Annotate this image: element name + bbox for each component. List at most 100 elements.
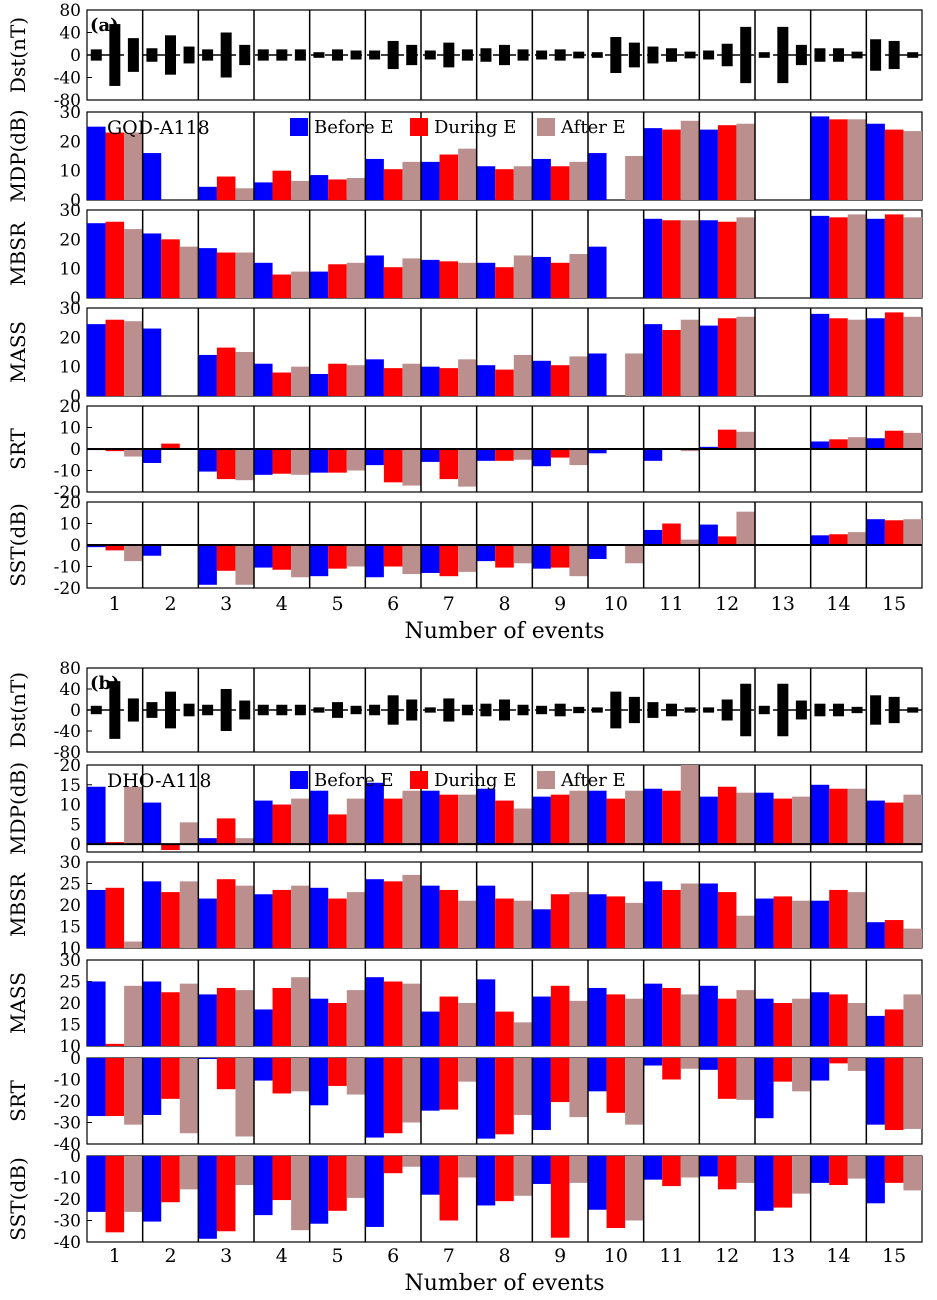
figa-xtick-label: 9 xyxy=(554,593,566,615)
figb-srt-bar-before xyxy=(142,1058,162,1115)
figb-mass-bar-during xyxy=(495,1011,514,1046)
figb-mdpdb-bar-after xyxy=(680,765,700,845)
figb-mass-tick-label: 20 xyxy=(59,994,81,1014)
figb-srt-bar-before xyxy=(476,1058,496,1139)
figa-srt-bar-before xyxy=(365,449,384,466)
figb-mass-tick-label: 10 xyxy=(59,1037,81,1057)
figb-mdpdb-bar-after xyxy=(569,790,588,845)
figb-mdpdb-bar-after xyxy=(179,822,199,845)
figa-srt-bar-during xyxy=(161,443,180,449)
figa-dst-tick-label: -80 xyxy=(54,91,81,111)
figb-mdpdb-tick-label: 0 xyxy=(70,835,81,855)
figa-mdpdb-bar-before xyxy=(866,123,885,200)
figb-mass-bar-during xyxy=(773,1003,793,1046)
figb-dst-bar xyxy=(870,695,882,725)
figa-dst-bar xyxy=(851,51,863,59)
figa-mbsr-bar-during xyxy=(383,267,403,298)
figb-xtick-label: 4 xyxy=(276,1245,288,1267)
figb-dst-bar xyxy=(777,683,789,737)
figa-mass-bar-before xyxy=(87,324,106,396)
figb-mdpdb-bar-during xyxy=(606,798,626,845)
figa-mdpdb-bar-before xyxy=(254,182,273,200)
figb-sstdb-tick-label: -20 xyxy=(54,1190,81,1210)
figa-dst-bar xyxy=(573,51,585,59)
figb-xtick-label: 11 xyxy=(659,1245,683,1267)
figa-xtick-label: 6 xyxy=(387,593,399,615)
figa-xtick-label: 8 xyxy=(498,593,510,615)
figb-mbsr-tick-label: 15 xyxy=(59,918,81,938)
figa-srt-bar-before xyxy=(142,449,162,463)
figa-mbsr-bar-during xyxy=(829,217,848,298)
figb-mass-bar-during xyxy=(216,987,236,1046)
figa-srt-bar-before xyxy=(198,449,217,472)
figb-sstdb-tick-label: -10 xyxy=(54,1169,81,1189)
figb-dst-bar xyxy=(90,705,102,715)
figa-mbsr-bar-before xyxy=(142,233,162,298)
figb-mbsr-bar-during xyxy=(105,887,125,948)
figb-mdpdb-bar-during xyxy=(884,802,904,845)
figb-mbsr-bar-after xyxy=(235,885,254,948)
figb-mbsr-bar-before xyxy=(588,894,607,948)
figb-sstdb-bar-after xyxy=(680,1156,700,1178)
figb-sstdb-bar-during xyxy=(606,1156,626,1229)
figb-mbsr-bar-after xyxy=(792,900,811,948)
figb-mbsr-bar-before xyxy=(476,885,496,948)
figb-dst-ylabel: Dst(nT) xyxy=(6,672,30,748)
figa-sstdb-bar-before xyxy=(588,545,607,559)
figb-srt-bar-during xyxy=(829,1058,848,1064)
figa-dst-bar xyxy=(703,50,715,60)
figa-dst-tick-label: -40 xyxy=(54,69,81,89)
figa-mbsr-tick-label: 20 xyxy=(59,230,81,250)
figa-mdpdb-bar-after xyxy=(346,178,366,200)
figb-sstdb-bar-after xyxy=(124,1156,143,1212)
figa-mass-bar-before xyxy=(254,363,273,396)
figa-legend-swatch-during xyxy=(410,118,428,136)
figa-mbsr-bar-before xyxy=(588,246,607,298)
figb-dst-bar xyxy=(499,699,510,721)
figa-mass-bar-after xyxy=(847,319,867,396)
figb-xtick-label: 9 xyxy=(554,1245,566,1267)
figa-srt-bar-during xyxy=(829,439,848,449)
figb-dst-bar xyxy=(183,703,195,717)
figb-mdpdb-bar-during xyxy=(383,798,403,845)
figb-mdpdb-bar-before xyxy=(699,796,718,845)
figb-mass-bar-during xyxy=(272,987,292,1046)
figb-mdpdb-bar-after xyxy=(513,808,533,845)
figb-mbsr-bar-after xyxy=(736,915,755,948)
figa-mdpdb-bar-after xyxy=(235,188,254,200)
figa-srt-bar-before xyxy=(643,449,663,461)
figb-mdpdb-tick-label: 5 xyxy=(70,815,81,835)
figb-srt-bar-during xyxy=(216,1058,236,1090)
figa-srt-bar-before xyxy=(309,449,329,473)
figa-mass-bar-during xyxy=(884,312,904,396)
figb-mdpdb-bar-before xyxy=(476,788,496,845)
figa-mass-bar-during xyxy=(829,318,848,396)
figb-mass-bar-before xyxy=(476,979,496,1046)
figa-mdpdb-bar-before xyxy=(643,128,663,200)
figa-mdpdb-bar-during xyxy=(495,169,514,200)
figa-mdpdb-bar-before xyxy=(810,116,830,200)
figb-mdpdb-bar-before xyxy=(532,796,551,845)
figa-mbsr-bar-after xyxy=(903,217,922,298)
figa-dst-bar xyxy=(294,49,306,61)
figb-mbsr-bar-after xyxy=(847,892,867,948)
figa-dst-bar xyxy=(239,44,251,66)
figa-dst-bar xyxy=(461,49,473,61)
figa-srt-tick-label: 0 xyxy=(70,440,81,460)
figb-dst-bar xyxy=(536,705,548,715)
figa-sstdb-bar-before xyxy=(421,545,440,573)
figb-sstdb-bar-before xyxy=(309,1156,329,1224)
figb-legend-swatch-after xyxy=(537,771,555,789)
figb-legend-swatch-before xyxy=(290,771,308,789)
figa-mdpdb-bar-during xyxy=(662,129,681,200)
figb-mdpdb-tick-label: 10 xyxy=(59,796,81,816)
figa-sstdb-bar-before xyxy=(699,524,718,545)
figb-mbsr-tick-label: 25 xyxy=(59,875,81,895)
figb-sstdb-bar-during xyxy=(383,1156,403,1174)
figa-mbsr-bar-before xyxy=(866,218,885,298)
figa-sstdb-bar-during xyxy=(383,545,403,567)
figa-dst-bar xyxy=(109,24,121,86)
figa-dst-bar xyxy=(758,52,770,58)
figa-sstdb-bar-during xyxy=(717,536,737,545)
figb-mbsr-bar-during xyxy=(495,898,514,948)
